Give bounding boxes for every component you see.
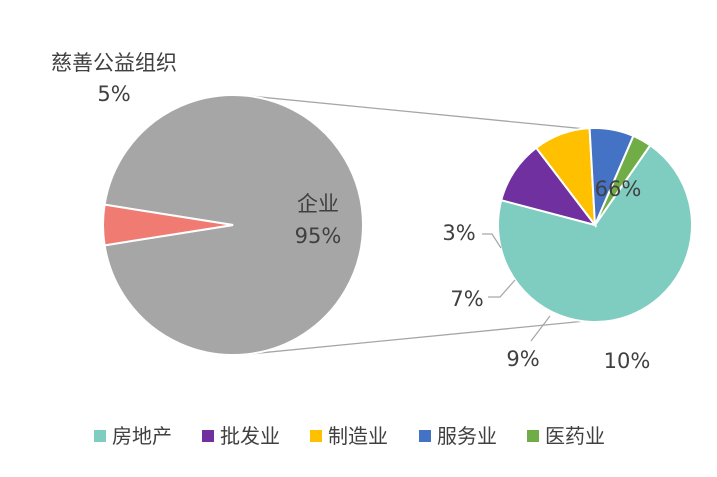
legend-item-4: 服务业	[419, 424, 497, 448]
legend-swatch	[419, 430, 431, 442]
connector-line-bottom	[244, 320, 584, 356]
legend-item-2: 批发业	[202, 424, 280, 448]
legend-swatch	[94, 430, 106, 442]
main-pie-value-label-1: 95%	[295, 224, 342, 248]
main-pie-value-label-2: 5%	[97, 82, 130, 106]
secondary-pie-value-label-2: 10%	[604, 349, 651, 373]
leader-line-slice-3	[530, 315, 551, 342]
legend-label: 房地产	[112, 424, 172, 448]
connector-lines	[244, 94, 584, 356]
legend-item-1: 房地产	[94, 424, 172, 448]
legend-label: 制造业	[328, 424, 388, 448]
main-pie	[102, 94, 364, 356]
secondary-pie-value-label-3: 9%	[506, 347, 539, 371]
secondary-pie-slice-1	[497, 143, 693, 323]
secondary-pie-value-label-5: 3%	[442, 221, 475, 245]
legend-item-5: 医药业	[527, 424, 605, 448]
main-pie-slice-1	[103, 94, 364, 356]
legend-label: 医药业	[545, 424, 605, 448]
secondary-pie	[497, 127, 693, 323]
main-pie-category-label-1: 企业	[297, 192, 339, 216]
legend-swatch	[310, 430, 322, 442]
main-pie-category-label-2: 慈善公益组织	[51, 51, 177, 75]
secondary-pie-slice-5	[594, 134, 652, 226]
legend: 房地产 批发业 制造业 服务业 医药业	[94, 424, 605, 448]
legend-label: 批发业	[220, 424, 280, 448]
secondary-pie-value-label-1: 66%	[595, 177, 642, 201]
secondary-pie-value-label-4: 7%	[450, 287, 483, 311]
connector-line-top	[244, 94, 584, 130]
leader-line-slice-4	[488, 279, 516, 298]
legend-swatch	[527, 430, 539, 442]
main-pie-slice-2	[102, 203, 234, 247]
legend-item-3: 制造业	[310, 424, 388, 448]
data-labels: 企业 95% 慈善公益组织 5% 66% 10% 9% 7% 3%	[51, 51, 650, 373]
legend-label: 服务业	[437, 424, 497, 448]
leader-line-slice-5	[482, 233, 502, 249]
legend-swatch	[202, 430, 214, 442]
